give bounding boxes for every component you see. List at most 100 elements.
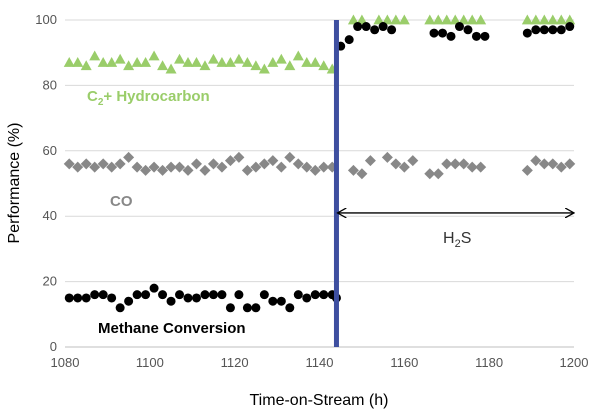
data-point-diamond <box>148 161 160 173</box>
co-label: CO <box>110 193 133 210</box>
data-point-triangle <box>123 60 135 71</box>
data-point-triangle <box>258 63 270 74</box>
data-point-triangle <box>301 57 313 67</box>
data-point-triangle <box>199 60 211 71</box>
data-point-triangle <box>114 53 126 64</box>
data-point-circle <box>81 293 91 303</box>
data-point-diamond <box>157 164 169 176</box>
data-point-circle <box>302 293 312 303</box>
data-point-triangle <box>165 63 177 74</box>
data-point-triangle <box>140 57 152 67</box>
data-point-circle <box>268 296 278 306</box>
data-point-circle <box>200 290 210 300</box>
data-point-circle <box>565 22 575 32</box>
c2-label-sub: 2 <box>98 97 104 108</box>
data-point-circle <box>208 290 218 300</box>
data-point-diamond <box>432 168 444 180</box>
data-point-triangle <box>190 57 202 67</box>
x-tick-label: 1200 <box>560 355 589 370</box>
data-point-triangle <box>250 60 262 71</box>
data-point-triangle <box>521 14 533 25</box>
data-point-diamond <box>309 164 321 176</box>
series-c2-hydrocarbon <box>63 14 576 74</box>
data-point-diamond <box>398 161 410 173</box>
data-point-triangle <box>233 53 245 64</box>
data-point-diamond <box>530 155 542 167</box>
y-tick-labels: 0 20 40 60 80 100 <box>35 12 57 354</box>
data-point-triangle <box>318 60 330 71</box>
data-point-triangle <box>555 14 567 25</box>
data-point-triangle <box>466 14 478 25</box>
data-point-circle <box>90 290 100 300</box>
data-point-diamond <box>381 151 393 163</box>
data-point-diamond <box>292 158 304 170</box>
data-point-diamond <box>106 161 118 173</box>
data-point-circle <box>225 303 235 313</box>
data-point-circle <box>353 22 363 32</box>
data-point-triangle <box>441 14 453 25</box>
data-point-triangle <box>347 14 359 25</box>
y-tick-label: 0 <box>50 339 57 354</box>
data-point-triangle <box>207 53 219 64</box>
data-point-triangle <box>398 14 410 25</box>
data-point-triangle <box>106 57 118 67</box>
data-point-triangle <box>89 50 101 61</box>
data-point-diamond <box>72 161 84 173</box>
data-point-triangle <box>72 57 84 67</box>
data-point-circle <box>141 290 151 300</box>
data-point-circle <box>310 290 320 300</box>
data-point-diamond <box>284 151 296 163</box>
series-methane-conversion <box>64 22 575 313</box>
data-point-triangle <box>538 14 550 25</box>
data-point-diamond <box>390 158 402 170</box>
data-point-circle <box>124 296 134 306</box>
y-axis-title: Performance (%) <box>6 123 23 244</box>
data-point-triangle <box>458 14 470 25</box>
data-point-circle <box>438 28 448 38</box>
x-tick-label: 1160 <box>390 355 418 370</box>
data-point-triangle <box>424 14 436 25</box>
data-point-triangle <box>241 57 253 67</box>
data-point-diamond <box>441 158 453 170</box>
data-point-circle <box>429 28 439 38</box>
data-point-diamond <box>267 155 279 167</box>
data-point-triangle <box>182 57 194 67</box>
data-point-diamond <box>241 164 253 176</box>
data-point-circle <box>64 293 74 303</box>
data-point-diamond <box>564 158 576 170</box>
data-point-diamond <box>63 158 75 170</box>
data-point-circle <box>191 293 201 303</box>
data-point-circle <box>556 25 566 35</box>
data-point-diamond <box>207 158 219 170</box>
data-point-circle <box>522 28 532 38</box>
data-point-diamond <box>356 168 368 180</box>
data-point-triangle <box>475 14 487 25</box>
data-point-diamond <box>407 155 419 167</box>
data-point-diamond <box>233 151 245 163</box>
h2s-label-sub: 2 <box>455 238 461 250</box>
y-tick-label: 80 <box>43 77 57 92</box>
data-point-triangle <box>284 60 296 71</box>
data-point-diamond <box>318 161 330 173</box>
data-point-circle <box>344 35 354 45</box>
data-point-triangle <box>131 57 143 67</box>
data-point-diamond <box>80 158 92 170</box>
data-point-triangle <box>267 57 279 67</box>
h2s-label-main: H <box>443 230 455 247</box>
data-point-circle <box>73 293 83 303</box>
gridlines <box>65 19 574 283</box>
data-point-diamond <box>547 158 559 170</box>
data-point-diamond <box>466 161 478 173</box>
data-point-circle <box>480 31 490 41</box>
x-tick-label: 1080 <box>51 355 80 370</box>
data-point-diamond <box>538 158 550 170</box>
data-point-diamond <box>114 158 126 170</box>
data-point-triangle <box>530 14 542 25</box>
data-point-circle <box>319 290 329 300</box>
data-point-triangle <box>216 57 228 67</box>
data-point-triangle <box>292 50 304 61</box>
data-point-triangle <box>224 57 236 67</box>
data-point-triangle <box>157 60 169 71</box>
data-point-diamond <box>258 158 270 170</box>
x-tick-labels: 1080 1100 1120 1140 1160 1180 1200 <box>51 355 589 370</box>
